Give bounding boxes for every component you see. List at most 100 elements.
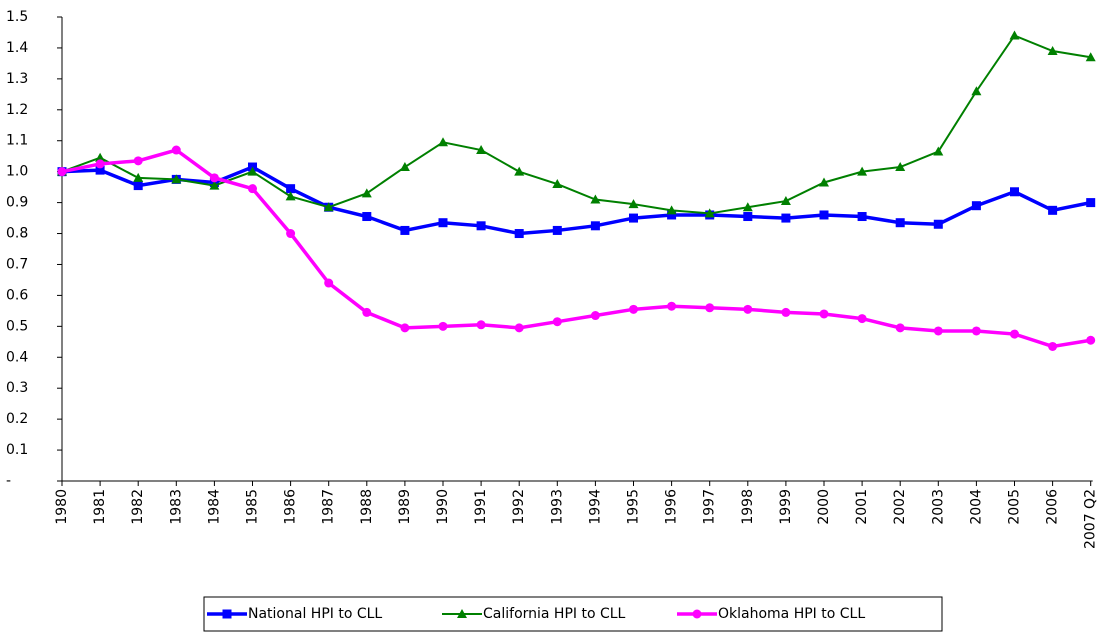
marker bbox=[933, 146, 944, 156]
marker bbox=[780, 196, 791, 206]
x-tick-label: 1987 bbox=[321, 489, 337, 525]
marker bbox=[1048, 341, 1058, 351]
x-tick-label: 1982 bbox=[130, 489, 146, 525]
marker bbox=[857, 212, 867, 222]
marker bbox=[247, 166, 258, 176]
y-tick-label: 1.0 bbox=[6, 164, 28, 180]
y-tick-label: 0.8 bbox=[6, 226, 28, 242]
y-tick-label: 1.3 bbox=[6, 71, 28, 87]
x-tick-label: 2007 Q2 bbox=[1083, 489, 1099, 549]
series-line bbox=[61, 34, 1091, 215]
marker bbox=[895, 323, 905, 333]
x-tick-label: 1993 bbox=[549, 489, 565, 525]
y-tick-label: 1.5 bbox=[6, 9, 28, 25]
legend-label: Oklahoma HPI to CLL bbox=[718, 606, 865, 622]
marker bbox=[457, 609, 467, 618]
y-tick-label: 0.3 bbox=[6, 380, 28, 396]
marker bbox=[781, 307, 791, 317]
x-tick-label: 1995 bbox=[626, 489, 642, 525]
x-tick-label: 2002 bbox=[892, 489, 908, 525]
marker bbox=[1047, 46, 1058, 56]
marker bbox=[629, 304, 638, 314]
marker bbox=[1010, 187, 1019, 197]
marker bbox=[552, 317, 562, 327]
marker bbox=[209, 173, 219, 183]
x-tick-label: 2006 bbox=[1045, 489, 1061, 525]
marker bbox=[95, 152, 106, 162]
marker bbox=[286, 184, 296, 194]
marker bbox=[514, 323, 524, 333]
marker bbox=[438, 218, 448, 228]
marker bbox=[1085, 52, 1096, 62]
marker bbox=[400, 323, 410, 333]
x-tick-label: 1999 bbox=[778, 489, 794, 525]
x-tick-label: 1988 bbox=[359, 489, 375, 525]
marker bbox=[133, 172, 144, 182]
x-tick-label: 1983 bbox=[168, 489, 184, 525]
y-tick-label: 1.1 bbox=[6, 133, 28, 149]
marker bbox=[1010, 329, 1019, 339]
marker bbox=[248, 184, 257, 194]
marker bbox=[1048, 205, 1058, 215]
series-line bbox=[61, 148, 1091, 349]
marker bbox=[971, 86, 982, 96]
marker bbox=[857, 314, 867, 324]
marker bbox=[438, 137, 448, 147]
marker bbox=[819, 177, 829, 187]
marker bbox=[438, 321, 448, 331]
marker bbox=[1086, 335, 1096, 345]
y-tick-label: 0.4 bbox=[6, 349, 28, 365]
x-tick-label: 1997 bbox=[702, 489, 718, 525]
marker bbox=[743, 304, 753, 314]
marker bbox=[857, 166, 868, 176]
marker bbox=[476, 145, 487, 155]
marker bbox=[323, 202, 334, 212]
marker bbox=[1086, 198, 1096, 208]
y-tick-label: 0.5 bbox=[6, 318, 28, 334]
series-line bbox=[61, 165, 1092, 236]
marker bbox=[57, 167, 67, 177]
x-tick-label: 2003 bbox=[930, 489, 946, 525]
marker bbox=[781, 213, 791, 223]
x-tick-label: 1990 bbox=[435, 489, 451, 525]
x-tick-label: 1994 bbox=[587, 489, 603, 525]
marker bbox=[286, 229, 296, 239]
marker bbox=[971, 326, 981, 336]
marker bbox=[324, 278, 334, 288]
legend-label: California HPI to CLL bbox=[483, 606, 626, 622]
marker bbox=[514, 166, 525, 176]
y-tick-label: 0.1 bbox=[6, 442, 28, 458]
marker bbox=[971, 201, 981, 211]
marker bbox=[666, 205, 677, 215]
marker bbox=[476, 221, 486, 231]
marker bbox=[743, 212, 753, 222]
y-tick-label: 1.2 bbox=[6, 102, 28, 118]
x-tick-label: 1980 bbox=[54, 489, 70, 525]
marker bbox=[590, 311, 600, 321]
marker bbox=[399, 162, 410, 172]
marker bbox=[95, 165, 105, 175]
marker bbox=[209, 180, 220, 190]
marker bbox=[514, 229, 524, 239]
marker bbox=[933, 326, 943, 336]
marker bbox=[667, 301, 677, 311]
marker bbox=[742, 202, 753, 212]
marker bbox=[692, 609, 702, 619]
marker bbox=[1009, 30, 1020, 40]
marker bbox=[95, 159, 105, 169]
legend-box bbox=[203, 596, 943, 632]
marker bbox=[895, 218, 905, 228]
y-tick-label: - bbox=[6, 473, 11, 489]
marker bbox=[590, 221, 600, 231]
y-tick-label: 0.6 bbox=[6, 287, 28, 303]
marker bbox=[590, 194, 601, 204]
x-tick-label: 1998 bbox=[740, 489, 756, 525]
marker bbox=[552, 225, 562, 235]
marker bbox=[628, 199, 639, 209]
x-tick-label: 2004 bbox=[968, 489, 984, 525]
marker bbox=[476, 320, 486, 330]
marker bbox=[222, 609, 232, 619]
marker bbox=[819, 309, 829, 319]
marker bbox=[705, 303, 715, 313]
